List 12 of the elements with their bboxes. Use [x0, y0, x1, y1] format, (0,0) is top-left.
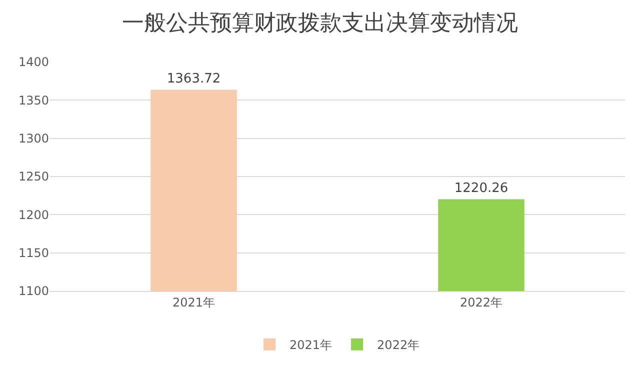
- y-tick-label: 1150: [18, 246, 49, 260]
- y-tick-label: 1400: [18, 55, 49, 70]
- y-tick-label: 1100: [18, 284, 49, 298]
- y-tick-label: 1350: [18, 93, 49, 108]
- legend-label: 2022年: [377, 338, 420, 352]
- y-tick-label: 1200: [18, 208, 49, 222]
- legend-label: 2021年: [290, 338, 332, 352]
- chart-title: 一般公共预算财政拨款支出决算变动情况: [122, 11, 518, 36]
- y-tick-label: 1250: [18, 170, 49, 184]
- y-tick-label: 1300: [18, 132, 49, 146]
- data-label: 1220.26: [454, 181, 508, 196]
- data-label: 1363.72: [166, 72, 221, 87]
